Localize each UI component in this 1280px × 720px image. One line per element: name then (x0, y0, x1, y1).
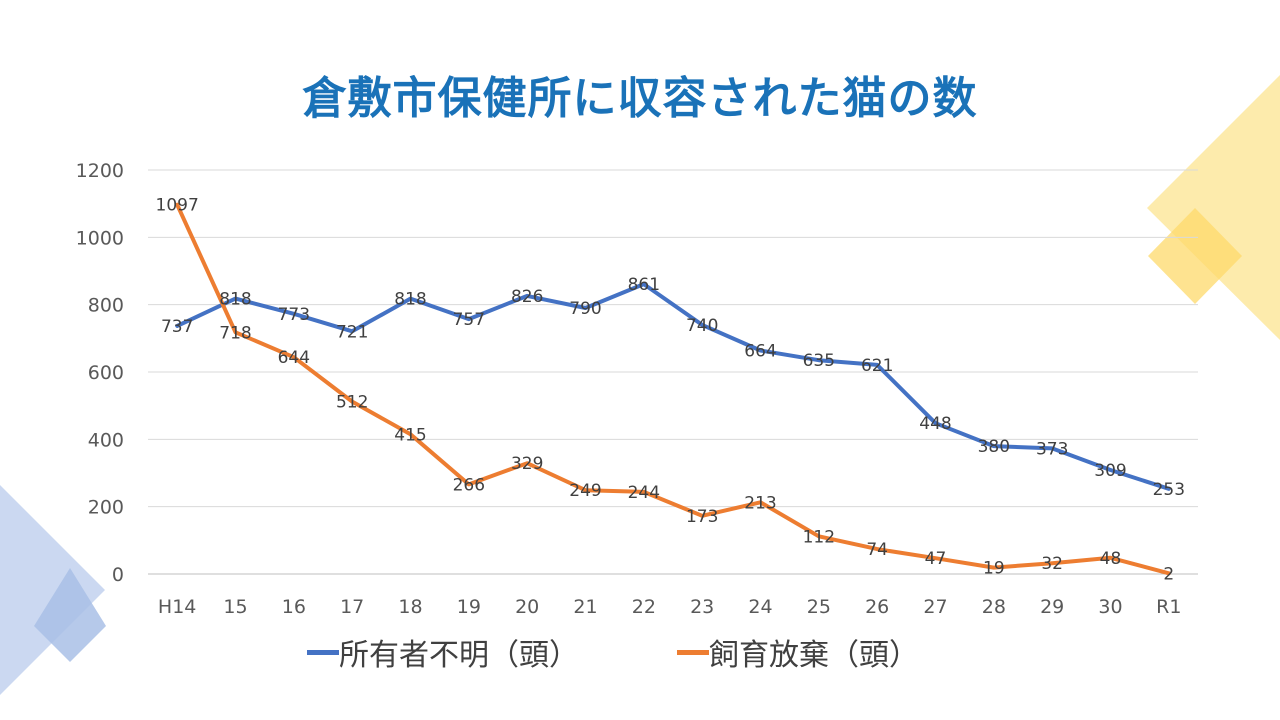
data-label-series2: 329 (511, 454, 543, 474)
x-tick-label: 24 (748, 596, 772, 618)
data-label-series1: 380 (978, 437, 1010, 457)
y-tick-label: 600 (88, 362, 124, 384)
y-tick-label: 200 (88, 497, 124, 519)
data-label-series2: 718 (219, 323, 251, 343)
data-label-series2: 512 (336, 393, 368, 413)
data-label-series1: 757 (453, 310, 485, 330)
data-label-series2: 644 (278, 348, 310, 368)
data-label-series2: 19 (983, 559, 1005, 579)
data-label-series1: 737 (161, 317, 193, 337)
data-label-series1: 621 (861, 356, 893, 376)
legend-swatch-series2 (677, 650, 709, 655)
data-label-series2: 32 (1041, 554, 1063, 574)
x-tick-label: 18 (398, 596, 422, 618)
x-tick-label: 25 (807, 596, 831, 618)
data-label-series2: 266 (453, 475, 485, 495)
x-tick-label: 20 (515, 596, 539, 618)
data-label-series1: 664 (744, 341, 776, 361)
data-label-series1: 309 (1094, 461, 1126, 481)
x-tick-label: 30 (1098, 596, 1122, 618)
x-tick-label: 26 (865, 596, 889, 618)
legend-label-series1: 所有者不明（頭） (339, 638, 579, 673)
data-label-series2: 415 (394, 425, 426, 445)
x-tick-label: 17 (340, 596, 364, 618)
legend-label-series2: 飼育放棄（頭） (709, 638, 919, 673)
x-tick-label: 27 (923, 596, 947, 618)
y-tick-label: 400 (88, 429, 124, 451)
y-tick-label: 1000 (76, 227, 124, 249)
data-label-series2: 112 (803, 527, 835, 547)
data-label-series1: 861 (628, 275, 660, 295)
data-label-series1: 790 (569, 299, 601, 319)
x-tick-label: H14 (158, 596, 196, 618)
data-label-series1: 253 (1153, 480, 1185, 500)
data-label-series1: 773 (278, 305, 310, 325)
data-label-series2: 1097 (156, 196, 199, 216)
data-label-series2: 173 (686, 507, 718, 527)
legend-swatch-series1 (307, 650, 339, 655)
data-label-series1: 373 (1036, 439, 1068, 459)
data-label-series2: 2 (1163, 564, 1174, 584)
y-tick-label: 1200 (76, 160, 124, 182)
data-label-series2: 249 (569, 481, 601, 501)
x-tick-label: 28 (982, 596, 1006, 618)
data-label-series2: 47 (925, 549, 947, 569)
series-line-1 (175, 282, 1171, 491)
slide-title: 倉敷市保健所に収容された猫の数 (302, 73, 978, 124)
x-tick-label: 23 (690, 596, 714, 618)
x-tick-label: 16 (282, 596, 306, 618)
x-tick-label: 22 (632, 596, 656, 618)
data-label-series1: 826 (511, 287, 543, 307)
data-label-series1: 635 (803, 351, 835, 371)
x-tick-label: 19 (457, 596, 481, 618)
x-tick-label: 29 (1040, 596, 1064, 618)
x-tick-label: 15 (223, 596, 247, 618)
data-label-series2: 74 (866, 540, 888, 560)
data-label-series1: 740 (686, 316, 718, 336)
deco-yellow-diamond-large (1147, 75, 1280, 340)
data-label-series2: 48 (1100, 549, 1122, 569)
data-label-series2: 213 (744, 493, 776, 513)
data-label-series1: 818 (394, 290, 426, 310)
deco-yellow-diamond-small (1148, 208, 1242, 304)
x-tick-label: 21 (573, 596, 597, 618)
data-label-series1: 721 (336, 322, 368, 342)
chart-legend: 所有者不明（頭） 飼育放棄（頭） (0, 626, 1280, 676)
series-line-2 (175, 202, 1171, 576)
data-label-series1: 448 (919, 414, 951, 434)
y-tick-label: 0 (112, 564, 124, 586)
deco-blue-diamond-small (34, 568, 106, 662)
data-label-series1: 818 (219, 290, 251, 310)
y-tick-label: 800 (88, 295, 124, 317)
x-tick-label: R1 (1156, 596, 1181, 618)
data-label-series2: 244 (628, 483, 660, 503)
deco-blue-diamond-large (0, 485, 105, 695)
